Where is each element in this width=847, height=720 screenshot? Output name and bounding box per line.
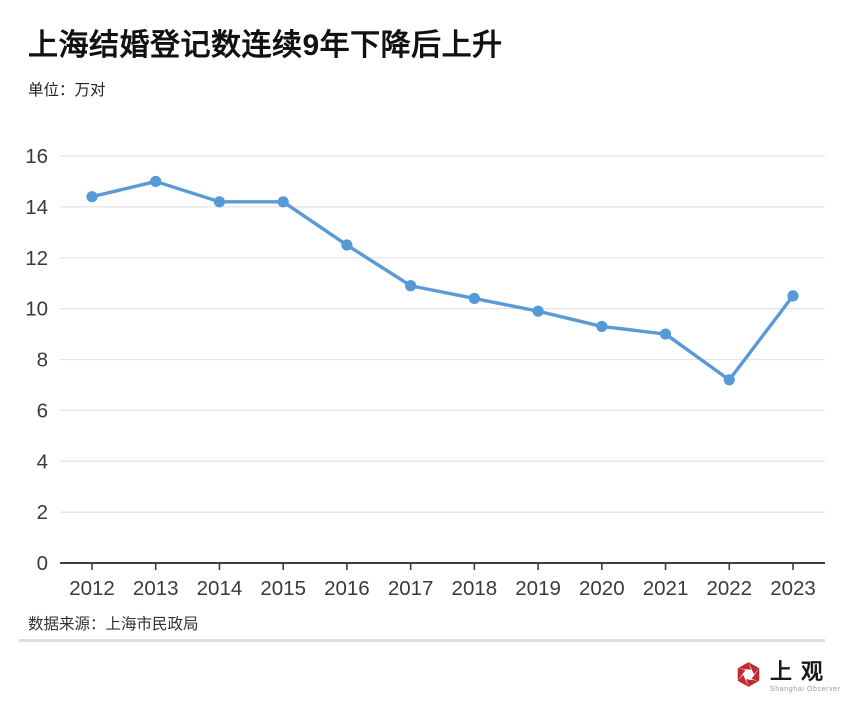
x-axis-label: 2016 bbox=[324, 577, 370, 600]
pinwheel-blade bbox=[748, 662, 760, 675]
data-point bbox=[723, 374, 735, 386]
data-point bbox=[787, 290, 799, 302]
y-axis-label: 12 bbox=[25, 247, 48, 270]
x-axis-label: 2012 bbox=[69, 577, 115, 600]
data-point bbox=[86, 191, 98, 203]
data-point bbox=[532, 305, 544, 317]
logo-text: 上观 Shanghai Observer bbox=[770, 659, 841, 693]
unit-label: 单位：万对 bbox=[28, 82, 106, 99]
pinwheel-blade bbox=[737, 674, 749, 687]
y-axis-label: 0 bbox=[37, 552, 48, 575]
y-axis-label: 6 bbox=[37, 399, 48, 422]
pinwheel-blade bbox=[737, 662, 752, 670]
x-axis-label: 2021 bbox=[643, 577, 689, 600]
data-source-note: 数据来源：上海市民政局 bbox=[28, 616, 199, 633]
x-axis-label: 2017 bbox=[388, 577, 434, 600]
pinwheel-blade bbox=[751, 668, 760, 681]
pinwheel-blade bbox=[737, 668, 746, 681]
data-point bbox=[659, 328, 672, 340]
y-axis-label: 14 bbox=[25, 196, 48, 219]
series-line bbox=[90, 179, 795, 382]
data-point bbox=[596, 320, 608, 333]
y-axis-label: 4 bbox=[37, 450, 48, 473]
pinwheel-blades bbox=[737, 662, 760, 687]
shanghai-observer-logo: 上观 Shanghai Observer bbox=[735, 659, 841, 693]
x-axis-label: 2019 bbox=[515, 577, 561, 600]
data-point bbox=[341, 239, 353, 251]
aperture-pinwheel-icon bbox=[737, 662, 760, 687]
y-axis-label: 16 bbox=[25, 145, 48, 168]
data-point bbox=[213, 196, 226, 208]
x-axis-label: 2015 bbox=[260, 577, 306, 600]
logo-wordmark: 上观 bbox=[770, 659, 833, 685]
x-axis-label: 2018 bbox=[452, 577, 498, 600]
data-point bbox=[468, 292, 480, 305]
x-axis-label: 2020 bbox=[579, 577, 625, 600]
footer-divider bbox=[19, 639, 825, 642]
x-axis-label: 2014 bbox=[197, 577, 243, 600]
y-axis-label: 10 bbox=[25, 298, 48, 321]
data-point bbox=[277, 196, 289, 208]
y-axis-label: 8 bbox=[37, 349, 48, 372]
data-point bbox=[405, 280, 417, 292]
x-axis-label: 2013 bbox=[133, 577, 179, 600]
y-axis-label: 2 bbox=[37, 501, 48, 524]
data-point bbox=[150, 175, 162, 188]
pinwheel-blade bbox=[745, 679, 760, 687]
chart-title: 上海结婚登记数连续9年下降后上升 bbox=[28, 29, 503, 62]
logo-tagline: Shanghai Observer bbox=[770, 686, 841, 693]
x-axis-label: 2022 bbox=[706, 577, 752, 600]
x-axis-label: 2023 bbox=[770, 577, 816, 600]
